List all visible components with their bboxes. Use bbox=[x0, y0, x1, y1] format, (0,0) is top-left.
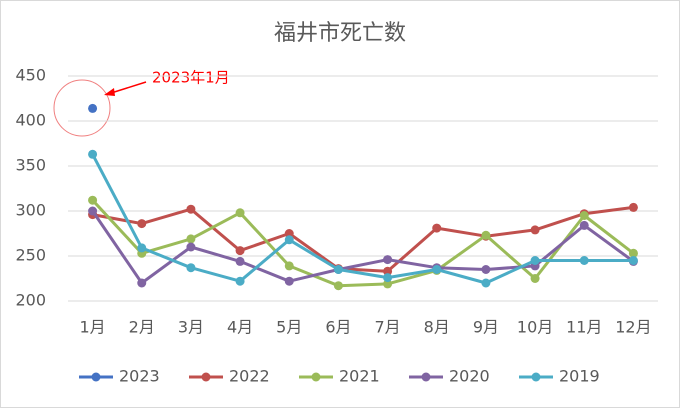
data-point bbox=[530, 256, 540, 265]
data-point bbox=[284, 276, 294, 286]
x-tick-label: 7月 bbox=[374, 318, 400, 337]
data-point bbox=[432, 223, 442, 233]
x-tick-label: 11月 bbox=[566, 318, 602, 337]
x-tick-label: 4月 bbox=[227, 318, 253, 337]
x-tick-label: 10月 bbox=[517, 318, 553, 337]
legend-label: 2022 bbox=[229, 367, 270, 386]
data-point bbox=[628, 202, 638, 212]
y-tick-label: 200 bbox=[15, 291, 46, 310]
data-point bbox=[186, 234, 196, 244]
legend-label: 2020 bbox=[449, 367, 490, 386]
data-point bbox=[235, 208, 245, 218]
data-point bbox=[579, 211, 589, 220]
data-point bbox=[432, 265, 442, 274]
legend-label: 2019 bbox=[559, 367, 600, 386]
y-tick-label: 450 bbox=[15, 66, 46, 85]
series-line bbox=[91, 153, 634, 285]
annotation-arrowhead bbox=[104, 88, 115, 96]
x-tick-label: 6月 bbox=[325, 318, 351, 337]
data-point bbox=[186, 242, 196, 252]
x-tick-label: 12月 bbox=[615, 318, 651, 337]
y-tick-label: 250 bbox=[15, 246, 46, 265]
legend-marker bbox=[91, 372, 101, 382]
data-point bbox=[383, 279, 393, 289]
y-tick-label: 300 bbox=[15, 201, 46, 220]
annotation-circle bbox=[53, 79, 111, 137]
data-point bbox=[628, 248, 638, 258]
data-point bbox=[579, 256, 589, 265]
legend-marker bbox=[201, 372, 211, 382]
annotation: 2023年1月 bbox=[152, 69, 230, 87]
data-point bbox=[530, 225, 540, 235]
data-point bbox=[333, 281, 343, 291]
series-line bbox=[91, 199, 635, 288]
x-tick-label: 3月 bbox=[178, 318, 204, 337]
data-point bbox=[284, 261, 294, 271]
data-point bbox=[284, 229, 294, 238]
legend-marker bbox=[421, 372, 431, 382]
legend-marker bbox=[531, 372, 541, 382]
legend-marker bbox=[311, 372, 321, 382]
legend-label: 2021 bbox=[339, 367, 380, 386]
data-point bbox=[186, 204, 196, 214]
data-point bbox=[481, 278, 491, 288]
chart-title: 福井市死亡数 bbox=[274, 21, 406, 46]
data-point bbox=[88, 206, 98, 216]
data-point bbox=[186, 263, 196, 273]
data-point bbox=[137, 243, 147, 253]
data-point bbox=[137, 278, 147, 288]
data-point bbox=[88, 195, 98, 205]
x-tick-label: 5月 bbox=[276, 318, 302, 337]
x-tick-label: 9月 bbox=[473, 318, 499, 337]
data-point bbox=[628, 256, 638, 265]
y-tick-label: 350 bbox=[15, 156, 46, 175]
y-tick-label: 400 bbox=[15, 111, 46, 130]
series-line bbox=[92, 205, 634, 273]
data-point bbox=[88, 149, 98, 159]
x-tick-label: 2月 bbox=[129, 318, 155, 337]
data-point bbox=[88, 103, 98, 113]
data-point bbox=[481, 265, 491, 274]
data-point bbox=[137, 219, 147, 229]
legend-label: 2023 bbox=[119, 367, 160, 386]
data-point bbox=[530, 274, 540, 283]
data-point bbox=[481, 230, 491, 240]
data-point bbox=[235, 256, 245, 266]
data-point bbox=[235, 246, 245, 256]
data-point bbox=[284, 235, 294, 245]
data-point bbox=[579, 220, 589, 230]
data-point bbox=[383, 266, 393, 276]
data-point bbox=[333, 265, 343, 274]
data-point bbox=[383, 255, 393, 265]
data-point bbox=[235, 276, 245, 286]
data-point bbox=[383, 273, 393, 283]
x-tick-label: 1月 bbox=[79, 318, 105, 337]
x-tick-label: 8月 bbox=[424, 318, 450, 337]
